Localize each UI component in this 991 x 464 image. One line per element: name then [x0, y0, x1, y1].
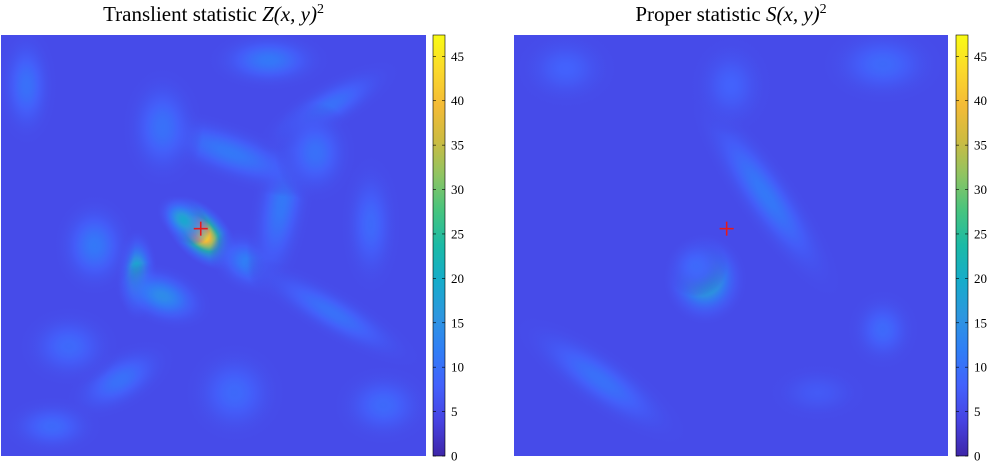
colorbar-tick-label: 20: [451, 271, 464, 286]
heatmap-blob: [1, 35, 58, 147]
colorbar-tick-label: 15: [974, 315, 987, 330]
heatmap-blob: [121, 66, 204, 189]
colorbar-tick-label: 30: [451, 182, 464, 197]
heatmap-blob: [820, 35, 946, 105]
colorbar-tick-label: 30: [974, 182, 987, 197]
heatmap-blob: [765, 362, 870, 424]
colorbar-tick-label: 10: [974, 360, 987, 375]
heatmap-panel-1: Translient statistic Z(x, y)205101520253…: [1, 2, 464, 464]
colorbar: 0 5 10 15 20 25 30 35 40 45: [432, 34, 464, 464]
colorbar-tick-label: 40: [974, 93, 987, 108]
heatmap-blob: [340, 153, 402, 296]
heatmap-blob: [64, 339, 176, 421]
colorbar-tick-label: 20: [974, 271, 987, 286]
colorbar-tick-label: 45: [974, 49, 987, 64]
heatmap-blob: [846, 289, 920, 371]
colorbar-tick-label: 0: [451, 449, 458, 464]
panel-title: Proper statistic S(x, y)2: [635, 2, 826, 26]
panel-title-superscript: 2: [820, 2, 827, 17]
colorbar-gradient: [955, 34, 969, 457]
heatmap-blob: [665, 236, 728, 297]
heatmap-blob: [274, 102, 357, 204]
heatmap-blob: [53, 194, 136, 297]
colorbar-tick-label: 10: [451, 360, 464, 375]
colorbar-tick-label: 40: [451, 93, 464, 108]
peak-marker-cross: [193, 221, 208, 236]
colorbar-gradient: [432, 34, 446, 457]
heatmap-blob: [207, 35, 330, 91]
colorbar-tick-label: 25: [974, 226, 987, 241]
heatmap-blob: [514, 35, 619, 110]
colorbar: 0 5 10 15 20 25 30 35 40 45: [955, 34, 987, 464]
colorbar-tick-label: 15: [451, 315, 464, 330]
heatmap-blob: [689, 35, 773, 137]
panel-title-math: Z(x, y): [262, 2, 317, 26]
heatmap-blob: [183, 342, 286, 444]
panel-title-text: Translient statistic: [103, 2, 262, 26]
heatmap-blob: [18, 306, 120, 387]
heatmap-blob: [1, 396, 103, 456]
heatmap-blob: [689, 91, 842, 299]
colorbar-tick-label: 0: [974, 449, 981, 464]
colorbar-tick-label: 35: [451, 138, 464, 153]
heatmap-field: [514, 35, 946, 445]
panel-title-text: Proper statistic: [635, 2, 766, 26]
heatmap-blob: [156, 195, 211, 246]
heatmap-blob: [113, 262, 212, 330]
peak-marker-cross: [719, 221, 734, 236]
panel-title: Translient statistic Z(x, y)2: [103, 2, 324, 26]
heatmap-blob: [514, 315, 688, 445]
panel-title-math: S(x, y): [766, 2, 820, 26]
heatmap-blob: [332, 365, 426, 446]
colorbar-tick-label: 45: [451, 49, 464, 64]
colorbar-tick-label: 25: [451, 226, 464, 241]
colorbar-tick-label: 5: [451, 404, 458, 419]
heatmap-panel-2: Proper statistic S(x, y)2051015202530354…: [514, 2, 987, 464]
colorbar-tick-label: 5: [974, 404, 981, 419]
heatmap-field: [1, 35, 426, 456]
panel-title-superscript: 2: [317, 2, 324, 17]
heatmap-blob: [243, 257, 422, 369]
colorbar-tick-label: 35: [974, 138, 987, 153]
